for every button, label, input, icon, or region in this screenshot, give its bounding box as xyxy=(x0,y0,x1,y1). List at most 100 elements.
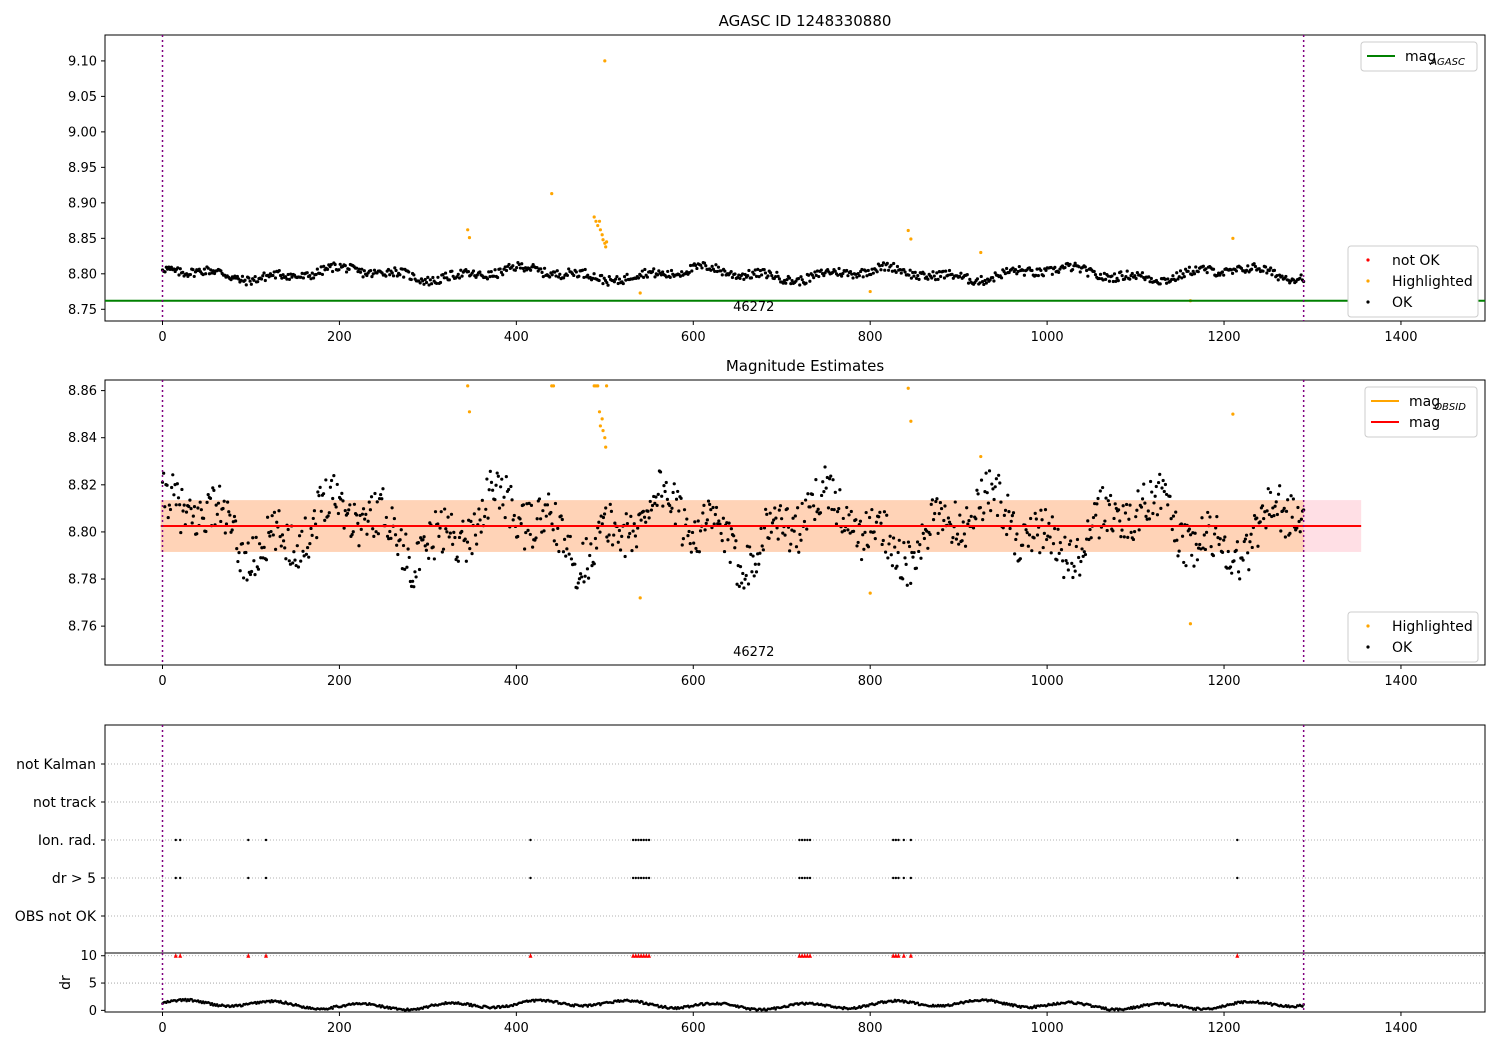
data-point-ok xyxy=(211,269,215,273)
dr-data-point xyxy=(269,1000,272,1004)
x-tick-label: 1400 xyxy=(1384,330,1417,345)
data-point-ok xyxy=(965,506,969,510)
data-point-ok xyxy=(1193,531,1197,535)
data-point-ok xyxy=(939,274,943,279)
data-point-ok xyxy=(930,498,935,502)
data-point-ok xyxy=(1229,268,1233,272)
data-point-ok xyxy=(1191,269,1195,273)
data-point-ok xyxy=(1188,533,1193,537)
data-point-ok xyxy=(1127,517,1131,521)
data-point-ok xyxy=(171,473,175,477)
flag-marker xyxy=(631,838,635,842)
data-point-ok xyxy=(308,542,312,546)
data-point-ok xyxy=(680,543,684,547)
data-point-ok xyxy=(392,516,396,521)
data-point-ok xyxy=(521,503,526,507)
data-point-ok xyxy=(891,536,896,540)
data-point-ok xyxy=(1088,527,1092,532)
data-point-ok xyxy=(885,513,889,517)
data-point-ok xyxy=(653,275,657,279)
flag-marker xyxy=(897,876,900,880)
data-point-ok xyxy=(351,530,355,534)
data-point-ok xyxy=(455,275,459,279)
data-point-ok xyxy=(290,275,294,279)
magnitude-panel-frame xyxy=(104,379,1486,666)
data-point-ok xyxy=(574,270,578,274)
data-point-ok xyxy=(713,512,717,517)
data-point-ok xyxy=(1177,275,1181,279)
data-point-ok xyxy=(1211,267,1216,271)
data-point-ok xyxy=(160,480,165,484)
data-point-ok xyxy=(163,505,167,509)
data-point-ok xyxy=(1214,526,1218,530)
data-point-ok xyxy=(365,273,369,278)
data-point-ok xyxy=(446,515,450,519)
data-point-ok xyxy=(1205,271,1209,275)
data-point-ok xyxy=(518,517,522,521)
data-point-ok xyxy=(793,514,797,518)
data-point-ok xyxy=(704,264,708,268)
data-point-ok xyxy=(427,556,431,560)
data-point-highlighted xyxy=(596,384,600,388)
data-point-highlighted xyxy=(909,237,913,241)
data-point-ok xyxy=(1095,502,1099,506)
data-point-ok xyxy=(529,503,534,507)
data-point-ok xyxy=(800,501,804,506)
data-point-ok xyxy=(992,279,996,283)
data-point-ok xyxy=(934,499,938,504)
data-point-ok xyxy=(928,532,932,537)
data-point-ok xyxy=(227,510,231,514)
data-point-ok xyxy=(864,269,868,273)
data-point-ok xyxy=(678,274,682,278)
data-point-ok xyxy=(375,500,379,504)
data-point-ok xyxy=(373,491,377,496)
data-point-ok xyxy=(177,273,181,277)
data-point-ok xyxy=(892,261,896,266)
flag-marker xyxy=(529,838,532,842)
dr-clipped-marker xyxy=(893,953,898,958)
data-point-ok xyxy=(1039,508,1043,512)
dr-data-point xyxy=(1051,1003,1054,1007)
data-point-ok xyxy=(1053,526,1057,531)
data-point-ok xyxy=(456,559,460,563)
x-tick-label: 400 xyxy=(504,330,529,345)
data-point-ok xyxy=(206,492,210,497)
data-point-ok xyxy=(369,268,373,273)
data-point-ok xyxy=(245,578,249,582)
data-point-ok xyxy=(655,273,660,277)
data-point-ok xyxy=(1252,513,1257,518)
data-point-ok xyxy=(520,262,524,266)
data-point-ok xyxy=(390,271,394,275)
data-point-ok xyxy=(485,277,490,281)
data-point-ok xyxy=(694,263,698,268)
data-point-ok xyxy=(608,502,612,506)
data-point-ok xyxy=(1174,510,1178,514)
data-point-ok xyxy=(494,483,498,487)
data-point-ok xyxy=(222,499,226,503)
data-point-ok xyxy=(1015,532,1019,536)
data-point-ok xyxy=(342,526,346,530)
data-point-ok xyxy=(562,276,566,280)
data-point-ok xyxy=(1003,271,1007,276)
data-point-ok xyxy=(577,274,581,278)
data-point-ok xyxy=(196,506,200,510)
legend-label-subscript: OBSID xyxy=(1434,402,1466,413)
data-point-ok xyxy=(447,278,451,282)
data-point-ok xyxy=(617,528,622,533)
data-point-ok xyxy=(377,497,382,501)
data-point-ok xyxy=(1272,268,1277,272)
data-point-ok xyxy=(1083,552,1088,557)
data-point-ok xyxy=(1112,516,1116,521)
data-point-ok xyxy=(509,484,513,489)
data-point-ok xyxy=(689,550,693,554)
dr-clipped-marker xyxy=(802,953,807,958)
data-point-ok xyxy=(343,509,347,513)
data-point-ok xyxy=(1160,486,1164,490)
data-point-ok xyxy=(285,277,289,281)
data-point-ok xyxy=(983,278,987,283)
data-point-ok xyxy=(951,536,955,540)
data-point-ok xyxy=(902,267,906,272)
data-point-ok xyxy=(987,469,992,473)
data-point-ok xyxy=(784,281,788,285)
y-tick-label: 8.85 xyxy=(68,232,97,247)
